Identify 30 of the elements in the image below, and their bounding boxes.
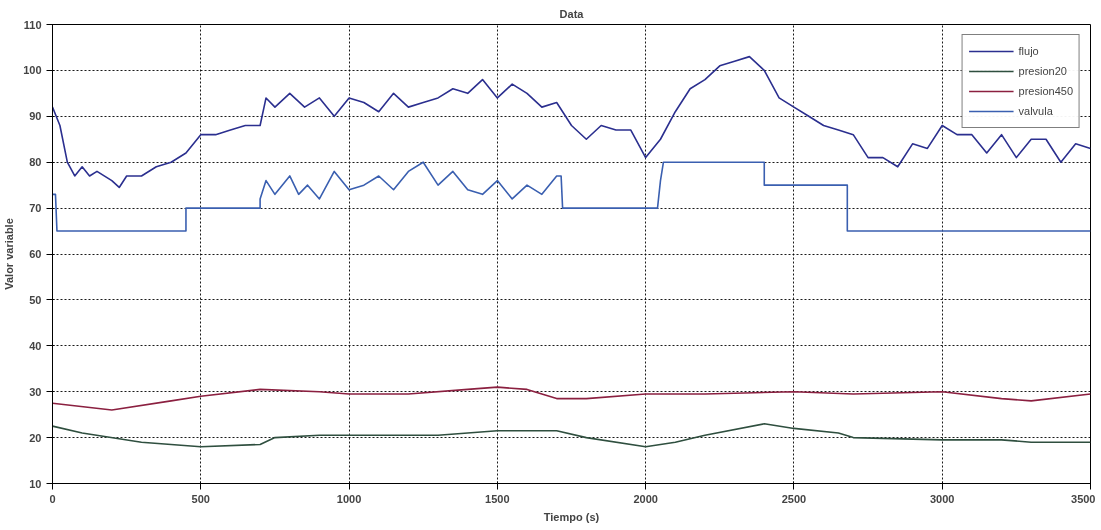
line-series xyxy=(52,423,1091,448)
y-tick-label: 90 xyxy=(29,110,42,123)
x-axis-title: Tiempo (s) xyxy=(543,510,600,523)
legend-label: presion450 xyxy=(1018,85,1073,97)
x-tick-label: 500 xyxy=(191,492,210,505)
x-tick-label: 0 xyxy=(49,492,56,505)
y-tick-label: 20 xyxy=(29,431,42,444)
y-tick-label: 70 xyxy=(29,202,42,215)
x-tick-label: 3000 xyxy=(929,492,955,505)
x-tick-label: 1500 xyxy=(485,492,510,505)
y-tick-label: 100 xyxy=(23,64,42,77)
x-tick-label: 2500 xyxy=(781,492,807,505)
chart-title: Data xyxy=(559,7,585,20)
y-tick-label: 10 xyxy=(29,477,42,490)
line-series xyxy=(52,386,1091,411)
line-series xyxy=(52,161,1091,232)
line-series xyxy=(52,55,1091,189)
y-tick-label: 80 xyxy=(29,156,42,169)
x-tick-label: 1000 xyxy=(336,492,362,505)
y-tick-label: 110 xyxy=(23,18,42,31)
legend-label: flujo xyxy=(1018,45,1039,57)
y-axis-title: Valor variable xyxy=(3,218,16,290)
x-tick-label: 2000 xyxy=(633,492,658,505)
x-tick-label: 3500 xyxy=(1071,492,1096,505)
y-tick-label: 50 xyxy=(29,293,42,306)
y-tick-label: 40 xyxy=(29,339,42,352)
legend-label: presion20 xyxy=(1018,65,1067,77)
y-tick-label: 60 xyxy=(29,248,42,260)
y-tick-label: 30 xyxy=(29,385,42,398)
legend-label: valvula xyxy=(1018,105,1053,117)
